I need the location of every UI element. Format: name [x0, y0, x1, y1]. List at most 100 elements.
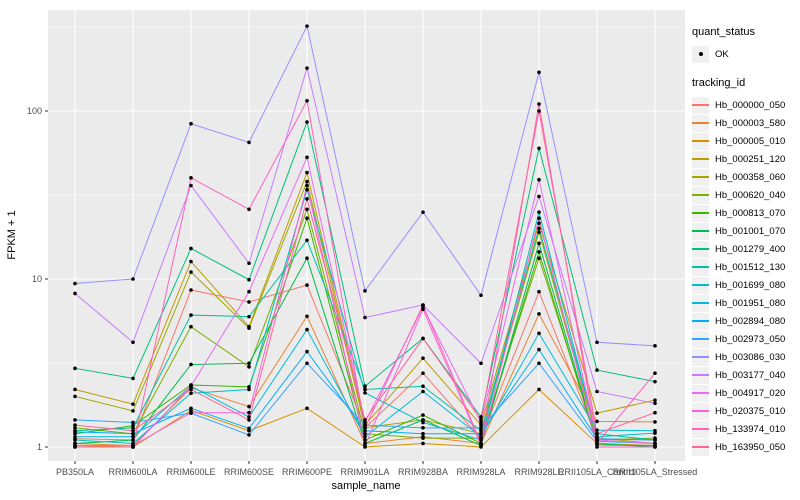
data-point [305, 187, 309, 192]
data-point [73, 394, 77, 399]
data-point [537, 312, 541, 316]
data-point [189, 270, 193, 274]
series-color-line-icon [692, 158, 709, 160]
data-point [189, 313, 193, 317]
data-point [421, 431, 425, 436]
data-point [537, 226, 541, 231]
data-point [537, 387, 541, 392]
data-point [189, 183, 193, 188]
legend-key-swatch [692, 258, 709, 276]
data-point [305, 197, 309, 201]
data-point [363, 315, 367, 320]
data-point [537, 177, 541, 182]
data-point [421, 441, 425, 446]
series-color-line-icon [692, 374, 709, 376]
data-point [537, 70, 541, 75]
data-point [537, 241, 541, 246]
data-point [305, 314, 309, 319]
data-point [305, 120, 309, 124]
data-point [189, 384, 193, 389]
series-color-line-icon [692, 212, 709, 214]
series-color-line-icon [692, 140, 709, 142]
data-point [653, 401, 657, 406]
legend-item-label: Hb_000003_580 [715, 117, 786, 129]
data-point [421, 413, 425, 417]
data-point [479, 441, 483, 446]
data-point [363, 391, 367, 395]
data-point [595, 428, 599, 432]
data-point [247, 365, 251, 369]
data-point [421, 210, 425, 214]
data-point [73, 438, 77, 442]
data-point [247, 300, 251, 304]
data-point [421, 356, 425, 360]
x-tick-label: RRIM928BA [398, 467, 448, 477]
data-point [305, 406, 309, 411]
x-tick-label: PB350LA [56, 467, 94, 477]
legend-key-swatch [692, 186, 709, 204]
legend-item-label: Hb_001001_070 [715, 225, 786, 237]
data-point [363, 384, 367, 389]
legend-item: Hb_004917_020 [692, 384, 798, 402]
legend-key-swatch [692, 420, 709, 438]
data-point [479, 423, 483, 427]
series-color-line-icon [692, 248, 709, 250]
data-point [73, 426, 77, 430]
legend-item-label: Hb_004917_020 [715, 387, 786, 399]
legend-item-label: Hb_163950_050 [715, 441, 786, 453]
legend-item: Hb_000620_040 [692, 186, 798, 204]
legend-key-swatch [692, 402, 709, 420]
x-tick-label: RRII105LA_Stressed [613, 467, 698, 477]
data-point [653, 441, 657, 446]
legend-item-label: Hb_003086_030 [715, 351, 786, 363]
data-point [247, 289, 251, 294]
legend-key-swatch [692, 330, 709, 348]
data-point [363, 387, 367, 392]
series-color-line-icon [692, 320, 709, 322]
legend-item-label: Hb_000813_070 [715, 207, 786, 219]
y-tick-label: 1 [37, 442, 42, 452]
legend-item: Hb_163950_050 [692, 438, 798, 456]
data-point [537, 194, 541, 199]
data-point [421, 389, 425, 394]
legend-key-swatch [692, 132, 709, 150]
data-point [537, 109, 541, 113]
data-point [421, 418, 425, 422]
data-point [131, 438, 135, 442]
data-point [363, 423, 367, 427]
data-point [73, 430, 77, 434]
data-point [73, 418, 77, 422]
legend-key-swatch [692, 348, 709, 366]
data-point [189, 324, 193, 329]
data-point [73, 387, 77, 392]
legend-item: Hb_001699_080 [692, 276, 798, 294]
legend-item: Hb_000813_070 [692, 204, 798, 222]
legend-item-label: Hb_001512_130 [715, 261, 786, 273]
x-tick-label: RRII105LA_Control [558, 467, 636, 477]
data-point [363, 428, 367, 433]
data-point [131, 376, 135, 381]
data-point [421, 371, 425, 375]
data-point [247, 387, 251, 392]
data-point [653, 371, 657, 375]
legend-key-swatch [692, 96, 709, 114]
series-color-line-icon [692, 428, 709, 430]
legend-key-swatch [692, 150, 709, 168]
data-point [305, 66, 309, 70]
data-point [247, 277, 251, 282]
data-point [73, 291, 77, 296]
data-point [305, 179, 309, 184]
legend-item-label: Hb_002973_050 [715, 333, 786, 345]
data-point [131, 277, 135, 281]
data-point [479, 438, 483, 442]
tracking-id-legend-title: tracking_id [692, 77, 746, 89]
data-point [537, 221, 541, 225]
data-point [421, 336, 425, 341]
data-point [305, 256, 309, 260]
data-point [653, 420, 657, 424]
x-tick-label: RRIM901LA [340, 467, 389, 477]
data-point [363, 438, 367, 442]
data-point [479, 431, 483, 436]
series-color-line-icon [692, 392, 709, 394]
